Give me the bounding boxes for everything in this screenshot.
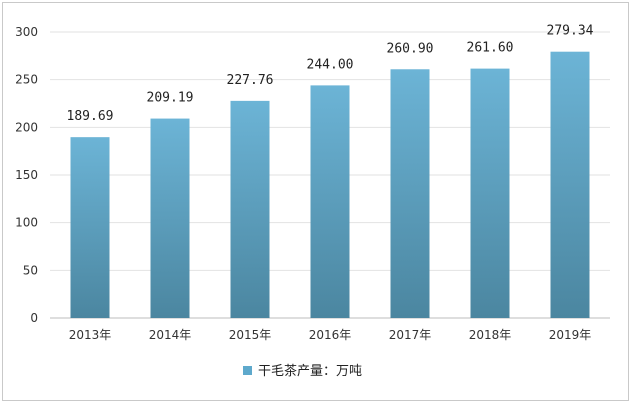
bars <box>70 51 590 319</box>
y-axis-ticks: 0 50 100 150 200 250 300 <box>15 25 38 325</box>
data-label: 279.34 <box>547 24 594 39</box>
x-tick-label: 2016年 <box>309 328 352 342</box>
x-tick-label: 2013年 <box>69 328 112 342</box>
bar <box>550 51 590 319</box>
data-label: 260.90 <box>387 41 434 56</box>
data-label: 227.76 <box>227 73 274 88</box>
x-axis-ticks: 2013年 2014年 2015年 2016年 2017年 2018年 2019年 <box>69 328 592 342</box>
data-label: 261.60 <box>467 41 514 56</box>
bar <box>390 69 430 318</box>
data-label: 189.69 <box>67 109 114 124</box>
data-label: 244.00 <box>307 57 354 72</box>
legend-swatch <box>243 366 252 375</box>
bar <box>150 118 190 318</box>
data-label: 209.19 <box>147 91 194 106</box>
legend: 干毛茶产量：万吨 <box>243 363 362 379</box>
x-tick-label: 2018年 <box>469 328 512 342</box>
y-tick-label: 0 <box>30 311 38 325</box>
y-tick-label: 100 <box>15 216 38 230</box>
x-tick-label: 2014年 <box>149 328 192 342</box>
y-tick-label: 50 <box>23 263 38 277</box>
y-tick-label: 250 <box>15 73 38 87</box>
bar <box>230 100 270 318</box>
bar <box>70 137 110 318</box>
y-tick-label: 300 <box>15 25 38 39</box>
x-tick-label: 2015年 <box>229 328 272 342</box>
x-tick-label: 2019年 <box>549 328 592 342</box>
x-tick-label: 2017年 <box>389 328 432 342</box>
y-tick-label: 200 <box>15 120 38 134</box>
bar <box>470 68 510 318</box>
data-labels: 189.69 209.19 227.76 244.00 260.90 261.60 279.… <box>67 24 594 124</box>
legend-label: 干毛茶产量：万吨 <box>258 363 362 379</box>
y-tick-label: 150 <box>15 168 38 182</box>
bar <box>310 85 350 319</box>
